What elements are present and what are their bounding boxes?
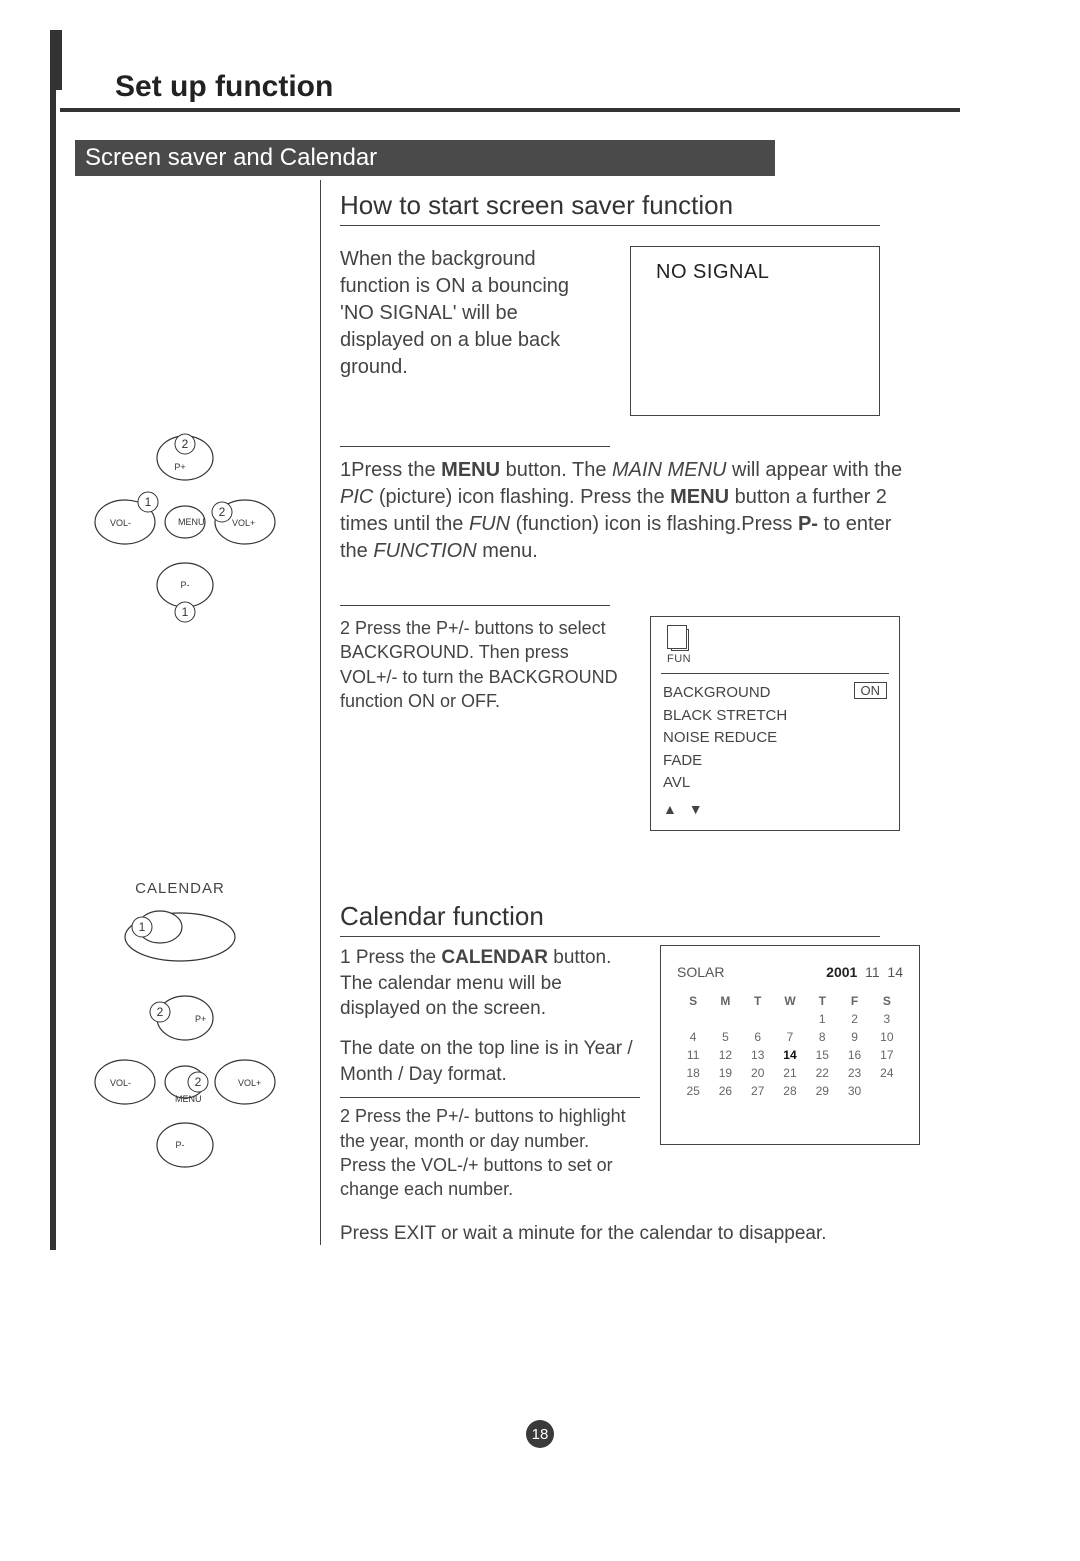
calendar-heading: Calendar function (340, 901, 970, 932)
fun-icon (671, 629, 689, 651)
content-area: VOL- VOL+ P+ P- MENU 2 1 2 1 CALENDAR 1 (60, 180, 980, 1250)
calendar-step-1: 1 Press the CALENDAR button. The calenda… (340, 945, 640, 1022)
calendar-display-box: SOLAR 2001 11 14 SMTWTFS 123456789101112… (660, 945, 920, 1145)
left-column: VOL- VOL+ P+ P- MENU 2 1 2 1 CALENDAR 1 (60, 180, 310, 1250)
vol-plus-label-2: VOL+ (238, 1078, 261, 1088)
sep-1 (340, 446, 610, 447)
screensaver-intro: When the background function is ON a bou… (340, 246, 600, 416)
fun-value-on: ON (854, 682, 888, 699)
title-underline (60, 108, 960, 112)
screensaver-step-1: 1Press the MENU button. The MAIN MENU wi… (340, 457, 920, 565)
step-2b: 2 (195, 1075, 202, 1089)
calendar-grid: SMTWTFS 12345678910111213141516171819202… (677, 992, 903, 1100)
cal-step-1: 1 (139, 920, 146, 934)
fun-icon-label: FUN (667, 653, 887, 665)
calendar-step-2: 2 Press the P+/- buttons to highlight th… (340, 1104, 640, 1201)
column-divider (320, 180, 321, 1245)
function-menu-box: FUN BACKGROUND BLACK STRETCH NOISE REDUC… (650, 616, 900, 831)
right-column: How to start screen saver function When … (340, 190, 970, 1247)
calendar-button-diagram: 1 (90, 897, 270, 967)
page-number: 18 (526, 1420, 554, 1448)
p-plus-label-2: P+ (195, 1014, 206, 1024)
vol-minus-label: VOL- (110, 518, 131, 528)
p-minus-label: P- (181, 580, 190, 590)
no-signal-text: NO SIGNAL (656, 261, 769, 284)
screensaver-heading-rule (340, 225, 880, 226)
step-marker-1a: 1 (145, 495, 152, 509)
calendar-date-format: The date on the top line is in Year / Mo… (340, 1036, 640, 1087)
sep-3 (340, 1097, 640, 1098)
sep-2 (340, 605, 610, 606)
left-page-rule (50, 30, 56, 1250)
remote-diagram-2: VOL- VOL+ P+ P- MENU 2 2 (80, 990, 290, 1200)
step-marker-2a: 2 (182, 437, 189, 451)
menu-label-2: MENU (175, 1094, 202, 1104)
calendar-heading-rule (340, 936, 880, 937)
fun-menu-items: BACKGROUND BLACK STRETCH NOISE REDUCE FA… (663, 682, 787, 795)
section-heading: Screen saver and Calendar (75, 140, 775, 176)
p-plus-label: P+ (174, 462, 185, 472)
menu-label: MENU (178, 517, 205, 527)
step-marker-1b: 1 (182, 605, 189, 619)
step-marker-2b: 2 (219, 505, 226, 519)
vol-plus-label: VOL+ (232, 518, 255, 528)
no-signal-box: NO SIGNAL (630, 246, 880, 416)
p-minus-label-2: P- (176, 1140, 185, 1150)
step-2a: 2 (157, 1005, 164, 1019)
calendar-display-header: SOLAR 2001 11 14 (677, 964, 903, 980)
remote-diagram-1: VOL- VOL+ P+ P- MENU 2 1 2 1 (80, 430, 290, 660)
page-title: Set up function (115, 70, 333, 104)
screensaver-heading: How to start screen saver function (340, 190, 970, 221)
calendar-exit-note: Press EXIT or wait a minute for the cale… (340, 1221, 970, 1247)
calendar-button-label: CALENDAR (90, 880, 270, 897)
screensaver-step-2: 2 Press the P+/- buttons to select BACKG… (340, 616, 620, 831)
page-footer: 18 (0, 1420, 1080, 1448)
vol-minus-label-2: VOL- (110, 1078, 131, 1088)
fun-arrows: ▲ ▼ (663, 801, 887, 817)
